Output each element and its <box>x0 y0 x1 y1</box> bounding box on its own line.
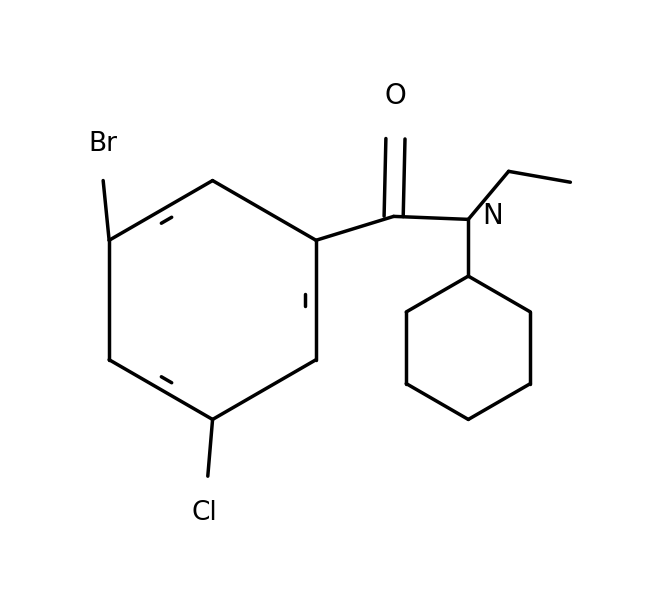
Text: Br: Br <box>88 131 118 157</box>
Text: N: N <box>482 202 502 230</box>
Text: Cl: Cl <box>192 500 218 526</box>
Text: O: O <box>385 82 406 110</box>
